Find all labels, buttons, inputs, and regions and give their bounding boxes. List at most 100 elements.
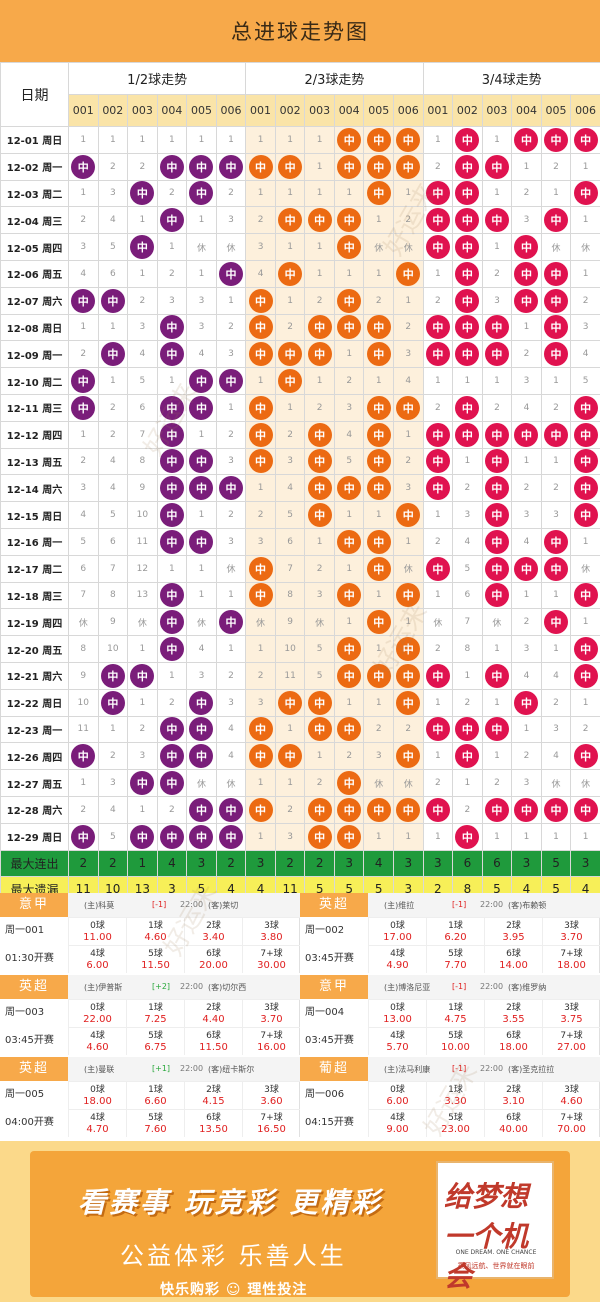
hit-ball: 中 bbox=[544, 610, 569, 635]
odds-cell[interactable]: 5球 7.70 bbox=[426, 945, 484, 973]
trend-cell: 1 bbox=[97, 715, 129, 744]
row-date: 12-26 周四 bbox=[0, 742, 69, 771]
odds-cell[interactable]: 7+球 30.00 bbox=[242, 945, 300, 973]
odds-cell[interactable]: 4球 5.70 bbox=[368, 1027, 426, 1055]
hit-ball: 中 bbox=[189, 717, 214, 742]
odds-cell[interactable]: 3球 3.75 bbox=[542, 999, 600, 1027]
trend-cell: 1 bbox=[215, 393, 247, 422]
odds-cell[interactable]: 2球 3.40 bbox=[184, 917, 242, 945]
hit-ball: 中 bbox=[425, 797, 450, 822]
odds-cell[interactable]: 0球 18.00 bbox=[68, 1081, 126, 1109]
odds-cell[interactable]: 7+球 70.00 bbox=[542, 1109, 600, 1137]
odds-cell[interactable]: 4球 9.00 bbox=[368, 1109, 426, 1137]
trend-cell: 中 bbox=[68, 286, 99, 315]
odds-cell[interactable]: 4球 4.70 bbox=[68, 1109, 126, 1137]
odds-cell[interactable]: 6球 40.00 bbox=[484, 1109, 542, 1137]
row-date: 12-28 周六 bbox=[0, 795, 69, 824]
match-card[interactable]: 意甲 (主)博洛尼亚 [-1] 22:00 (客)维罗纳 周一004 03:45开赛 0球 13… bbox=[300, 975, 600, 1055]
odds-cell[interactable]: 1球 3.30 bbox=[426, 1081, 484, 1109]
odds-cell[interactable]: 2球 3.55 bbox=[484, 999, 542, 1027]
trend-cell: 3 bbox=[511, 206, 542, 235]
odds-cell[interactable]: 3球 4.60 bbox=[542, 1081, 600, 1109]
hit-ball: 中 bbox=[544, 208, 569, 233]
odds-cell[interactable]: 7+球 18.00 bbox=[542, 945, 600, 973]
match-card[interactable]: 英超 (主)伊普斯 [+2] 22:00 (客)切尔西 周一003 03:45开赛 0球 22.… bbox=[0, 975, 300, 1055]
trend-cell: 4 bbox=[68, 501, 99, 529]
match-card[interactable]: 英超 (主)维拉 [-1] 22:00 (客)布赖顿 周一002 03:45开赛 0球 17.0… bbox=[300, 893, 600, 973]
hit-ball: 中 bbox=[573, 476, 598, 501]
odds-cell[interactable]: 4球 4.90 bbox=[368, 945, 426, 973]
odds-cell[interactable]: 2球 4.15 bbox=[184, 1081, 242, 1109]
odds-cell[interactable]: 0球 13.00 bbox=[368, 999, 426, 1027]
odds-cell[interactable]: 2球 4.40 bbox=[184, 999, 242, 1027]
trend-cell: 2 bbox=[127, 286, 158, 315]
trend-cell: 1 bbox=[186, 554, 217, 583]
trend-cell: 2 bbox=[215, 313, 247, 342]
match-card[interactable]: 英超 (主)曼联 [+1] 22:00 (客)纽卡斯尔 周一005 04:00开赛 0球 18.… bbox=[0, 1057, 300, 1137]
slogan-sub: 公益体彩 乐善人生 bbox=[120, 1242, 347, 1270]
trend-cell: 中 bbox=[304, 313, 335, 342]
trend-cell: 1 bbox=[186, 259, 217, 288]
odds-cell[interactable]: 2球 3.10 bbox=[484, 1081, 542, 1109]
odds-cell[interactable]: 0球 11.00 bbox=[68, 917, 126, 945]
trend-cell: 中 bbox=[333, 126, 365, 154]
match-number: 周一003 bbox=[5, 1007, 45, 1018]
odds-cell[interactable]: 4球 4.60 bbox=[68, 1027, 126, 1055]
odds-cell[interactable]: 5球 10.00 bbox=[426, 1027, 484, 1055]
trend-cell: 中 bbox=[245, 742, 276, 771]
trend-cell: 中 bbox=[274, 688, 306, 717]
trend-cell: 4 bbox=[215, 715, 247, 744]
hit-ball: 中 bbox=[307, 503, 332, 528]
trend-cell: 休 bbox=[215, 769, 247, 797]
trend-cell: 中 bbox=[511, 233, 542, 261]
trend-cell: 中 bbox=[540, 206, 572, 235]
odds-cell[interactable]: 6球 14.00 bbox=[484, 945, 542, 973]
odds-cell[interactable]: 5球 23.00 bbox=[426, 1109, 484, 1137]
odds-cell[interactable]: 3球 3.80 bbox=[242, 917, 300, 945]
odds-cell[interactable]: 7+球 16.50 bbox=[242, 1109, 300, 1137]
odds-cell[interactable]: 1球 4.60 bbox=[126, 917, 184, 945]
trend-cell: 4 bbox=[393, 367, 424, 395]
odds-cell[interactable]: 1球 6.60 bbox=[126, 1081, 184, 1109]
trend-row: 12-22 周日 10 中 1 2 中 3 3 中中 1 1 中 1 2 1 中 2 1 bbox=[0, 688, 600, 717]
odds-cell[interactable]: 0球 22.00 bbox=[68, 999, 126, 1027]
odds-cell[interactable]: 6球 20.00 bbox=[184, 945, 242, 973]
trend-cell: 中 bbox=[481, 661, 513, 690]
odds-cell[interactable]: 1球 4.75 bbox=[426, 999, 484, 1027]
odds-cell[interactable]: 4球 6.00 bbox=[68, 945, 126, 973]
match-card[interactable]: 葡超 (主)法马利康 [-1] 22:00 (客)圣克拉拉 周一006 04:15开赛 0球 6… bbox=[300, 1057, 600, 1137]
odds-cell[interactable]: 1球 6.20 bbox=[426, 917, 484, 945]
trend-cell: 中 bbox=[274, 206, 306, 235]
odds-cell[interactable]: 3球 3.70 bbox=[242, 999, 300, 1027]
hit-ball: 中 bbox=[337, 663, 362, 688]
odds-cell[interactable]: 7+球 16.00 bbox=[242, 1027, 300, 1055]
odds-cell[interactable]: 5球 7.60 bbox=[126, 1109, 184, 1137]
odds-cell[interactable]: 6球 11.50 bbox=[184, 1027, 242, 1055]
odds-cell[interactable]: 7+球 27.00 bbox=[542, 1027, 600, 1055]
odds-cell[interactable]: 0球 17.00 bbox=[368, 917, 426, 945]
trend-cell: 3 bbox=[97, 179, 129, 208]
goal-count: 2球 bbox=[506, 921, 521, 931]
odds-cell[interactable]: 3球 3.70 bbox=[542, 917, 600, 945]
trend-cell: 2 bbox=[452, 688, 483, 717]
column-header: 004 bbox=[511, 94, 542, 127]
odds-cell[interactable]: 0球 6.00 bbox=[368, 1081, 426, 1109]
odds-cell[interactable]: 5球 11.50 bbox=[126, 945, 184, 973]
row-date: 12-21 周六 bbox=[0, 661, 69, 690]
hit-ball: 中 bbox=[366, 556, 391, 581]
odds-cell[interactable]: 3球 3.60 bbox=[242, 1081, 300, 1109]
trend-cell: 4 bbox=[511, 527, 542, 556]
home-team: (主)伊普斯 bbox=[84, 983, 123, 992]
odds-value: 5.70 bbox=[386, 1042, 409, 1053]
odds-cell[interactable]: 6球 18.00 bbox=[484, 1027, 542, 1055]
odds-cell[interactable]: 2球 3.95 bbox=[484, 917, 542, 945]
hit-ball: 中 bbox=[366, 422, 391, 447]
odds-cell[interactable]: 6球 13.50 bbox=[184, 1109, 242, 1137]
odds-cell[interactable]: 5球 6.75 bbox=[126, 1027, 184, 1055]
match-card[interactable]: 意甲 (主)科莫 [-1] 22:00 (客)莱切 周一001 01:30开赛 0球 11.00… bbox=[0, 893, 300, 973]
trend-cell: 1 bbox=[452, 661, 483, 690]
odds-cell[interactable]: 1球 7.25 bbox=[126, 999, 184, 1027]
trend-cell: 中 bbox=[333, 286, 365, 315]
trend-cell: 休 bbox=[186, 608, 217, 637]
trend-cell: 中 bbox=[481, 152, 513, 181]
